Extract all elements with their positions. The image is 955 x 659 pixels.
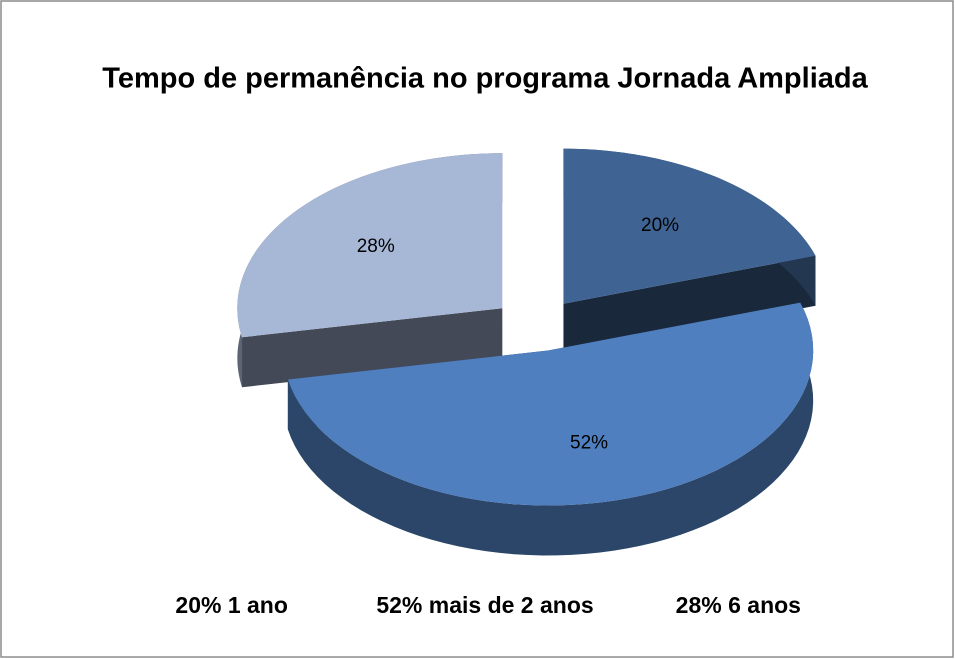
legend-entry: 52% mais de 2 anos	[376, 592, 593, 618]
data-label: 20%	[641, 215, 679, 236]
slice-top	[287, 302, 814, 506]
slice-side	[287, 302, 814, 556]
data-label: 52%	[570, 433, 608, 454]
slice-top	[563, 148, 816, 304]
slice-wall	[242, 308, 503, 388]
slice-wall	[563, 255, 816, 354]
legend-entry: 28% 6 anos	[676, 592, 801, 618]
slice-top	[237, 153, 503, 338]
data-label: 28%	[357, 236, 395, 257]
pie-slice	[563, 148, 816, 354]
legend-entry: 20% 1 ano	[175, 592, 288, 618]
pie-slice	[237, 153, 503, 388]
chart-title: Tempo de permanência no programa Jornada…	[102, 63, 868, 95]
pie-slice	[287, 302, 814, 556]
